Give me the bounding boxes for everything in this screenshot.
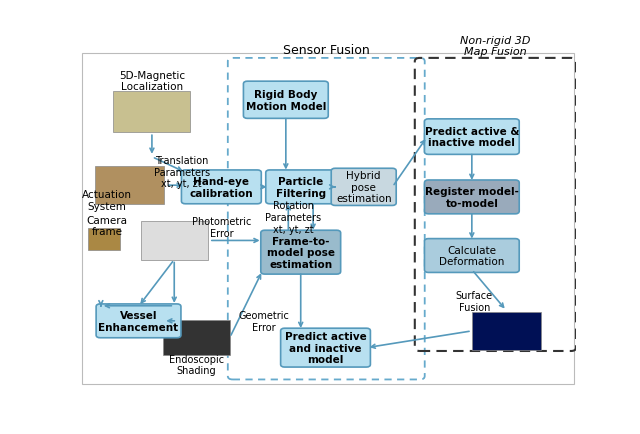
Text: Translation
Parameters
xt, yt, zt: Translation Parameters xt, yt, zt (154, 156, 210, 189)
FancyBboxPatch shape (243, 82, 328, 119)
FancyBboxPatch shape (424, 120, 519, 155)
Text: Rotation
Parameters
xt, yt, zt: Rotation Parameters xt, yt, zt (265, 201, 321, 234)
FancyBboxPatch shape (181, 171, 261, 204)
Text: Particle
Filtering: Particle Filtering (276, 177, 326, 198)
Bar (113, 92, 190, 132)
Text: Predict active &
inactive model: Predict active & inactive model (425, 127, 519, 148)
Text: Actuation
System: Actuation System (83, 190, 132, 211)
FancyBboxPatch shape (424, 181, 519, 214)
Bar (88, 228, 120, 250)
Bar (141, 222, 208, 260)
Text: 5D-Magnetic
Localization: 5D-Magnetic Localization (119, 70, 185, 92)
Text: Endoscopic
Shading: Endoscopic Shading (169, 354, 224, 375)
Bar (472, 312, 541, 350)
Text: Register model-
to-model: Register model- to-model (425, 187, 519, 208)
Text: Vessel
Enhancement: Vessel Enhancement (99, 310, 179, 332)
Bar (95, 167, 164, 205)
Text: Hybrid
pose
estimation: Hybrid pose estimation (336, 171, 392, 204)
Text: Photometric
Error: Photometric Error (191, 217, 251, 238)
Text: Non-rigid 3D
Map Fusion: Non-rigid 3D Map Fusion (460, 36, 531, 57)
Text: Frame-to-
model pose
estimation: Frame-to- model pose estimation (267, 236, 335, 269)
FancyBboxPatch shape (266, 171, 336, 204)
FancyBboxPatch shape (280, 329, 371, 367)
Text: Sensor Fusion: Sensor Fusion (283, 44, 370, 57)
Text: Hand-eye
calibration: Hand-eye calibration (189, 177, 253, 198)
Text: Predict active
and inactive
model: Predict active and inactive model (285, 331, 366, 365)
Text: Geometric
Error: Geometric Error (238, 310, 289, 332)
FancyBboxPatch shape (332, 169, 396, 206)
Text: Rigid Body
Motion Model: Rigid Body Motion Model (246, 90, 326, 111)
Text: Surface
Fusion: Surface Fusion (456, 290, 493, 312)
FancyBboxPatch shape (260, 231, 340, 274)
FancyBboxPatch shape (96, 304, 181, 338)
Bar (163, 320, 230, 355)
FancyBboxPatch shape (424, 239, 519, 273)
Text: Camera
frame: Camera frame (87, 215, 128, 237)
Text: Calculate
Deformation: Calculate Deformation (439, 245, 504, 267)
